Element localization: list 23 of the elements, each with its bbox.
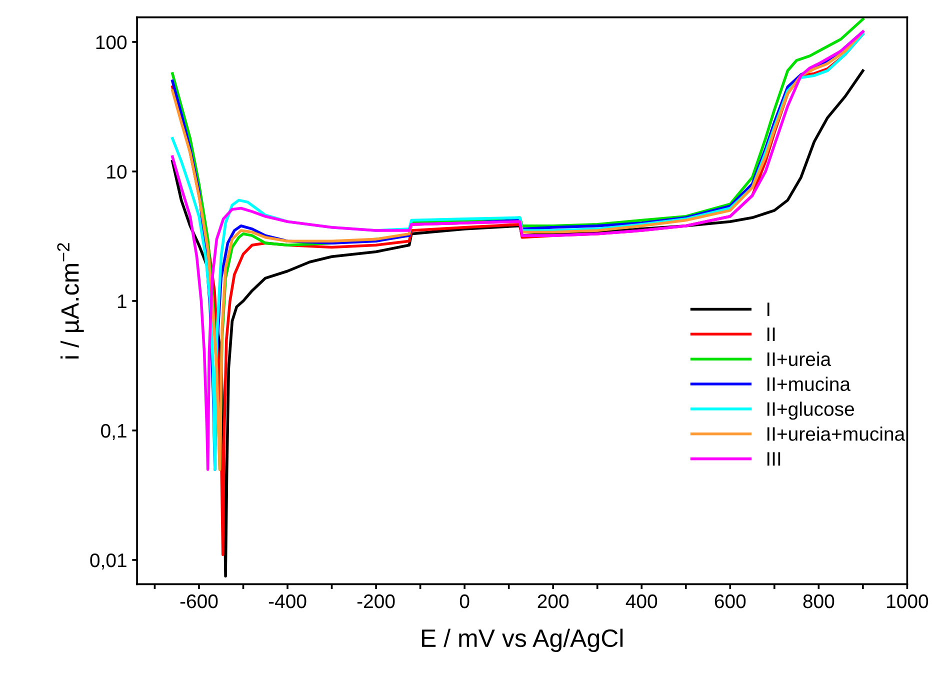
- x-tick-label: 800: [803, 594, 834, 608]
- x-tick-label: -600: [180, 594, 218, 608]
- y-tick-label: 0,1: [101, 424, 126, 440]
- x-tick-label: 200: [538, 594, 569, 608]
- y-tick-label: 1: [118, 294, 126, 308]
- x-tick-label: -400: [268, 594, 306, 608]
- x-tick-label: -200: [357, 594, 395, 608]
- y-axis-title: i / µA.cm$^{−2}$: [57, 243, 84, 358]
- legend-label: II+ureia: [767, 352, 832, 366]
- x-tick-label: 0: [460, 594, 470, 608]
- x-tick-label: 400: [626, 594, 658, 608]
- legend-label: II+glucose: [767, 402, 854, 420]
- x-axis-title: E / mV vs Ag/AgCl: [422, 628, 623, 652]
- y-tick-label: 0,01: [90, 553, 126, 570]
- x-tick-label: 600: [714, 594, 746, 608]
- legend-label: I: [767, 302, 770, 316]
- y-tick-label: 10: [107, 164, 127, 179]
- legend-label: II: [767, 328, 775, 341]
- y-tick-label: 100: [96, 35, 127, 50]
- legend-label: II+ureia+mucina: [767, 426, 906, 441]
- x-tick-label: 1000: [887, 594, 928, 608]
- legend-label: II+mucina: [767, 376, 851, 392]
- legend-label: III: [767, 452, 780, 466]
